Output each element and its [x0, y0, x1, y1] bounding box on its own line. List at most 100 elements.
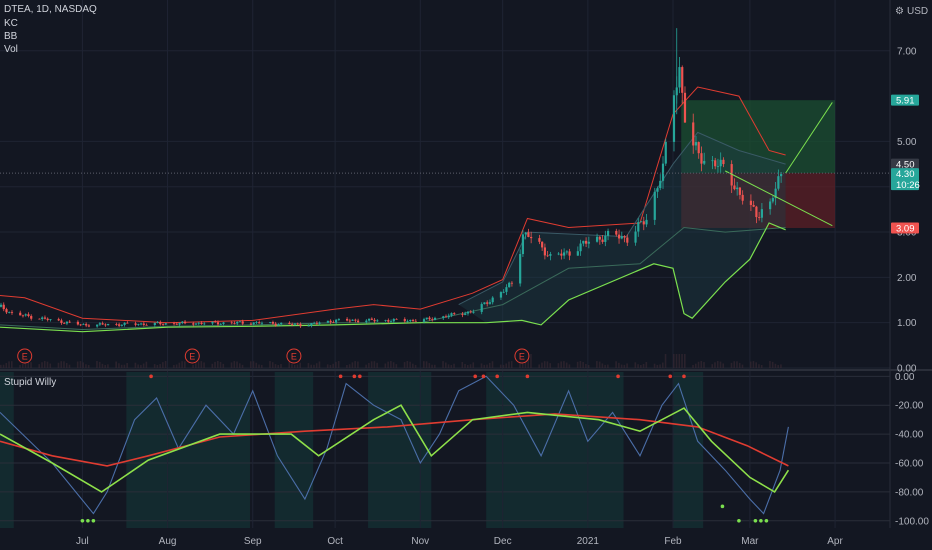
candle — [0, 304, 3, 307]
candle — [65, 321, 69, 324]
candle — [560, 253, 563, 256]
volume-bar — [260, 364, 263, 368]
candle — [411, 319, 415, 321]
candle — [576, 251, 579, 256]
volume-bar — [335, 361, 337, 368]
volume-bar — [57, 362, 60, 368]
candle — [565, 251, 568, 253]
candle — [123, 322, 126, 325]
volume-bar — [60, 361, 63, 368]
volume-bar — [774, 363, 777, 368]
candle — [499, 292, 503, 298]
bollinger-lower-line — [0, 222, 786, 333]
oversold-dot — [753, 518, 758, 523]
volume-bar — [24, 361, 27, 368]
oversold-dot — [720, 504, 725, 509]
volume-bar — [714, 362, 716, 368]
volume-bar — [354, 361, 356, 368]
candle — [617, 234, 621, 239]
volume-bar — [76, 361, 79, 368]
candle — [642, 221, 645, 225]
candle — [318, 322, 321, 324]
candle — [326, 320, 329, 323]
volume-bar — [541, 362, 543, 368]
volume-bar — [447, 364, 450, 368]
volume-bar — [357, 361, 359, 368]
volume-bar — [96, 361, 98, 368]
candle — [615, 230, 618, 235]
volume-bar — [755, 362, 758, 368]
candle — [601, 239, 604, 242]
candle — [409, 319, 412, 322]
volume-bar — [472, 362, 475, 368]
candle — [19, 312, 22, 316]
volume-bar — [678, 354, 681, 368]
candle — [505, 287, 508, 292]
candle — [192, 323, 195, 325]
candle — [486, 302, 489, 304]
candle — [233, 323, 236, 324]
volume-bar — [730, 362, 733, 368]
candle — [568, 251, 571, 256]
settings-icon[interactable]: ⚙ — [895, 6, 904, 17]
volume-bar — [376, 362, 378, 368]
oversold-dot — [737, 518, 741, 523]
volume-bar — [453, 363, 455, 368]
volume-bar — [82, 362, 85, 368]
volume-bar — [192, 364, 194, 368]
willy-slow-line — [0, 413, 789, 467]
volume-bar — [557, 363, 560, 368]
candle — [453, 313, 456, 315]
candle — [153, 322, 156, 326]
volume-bar — [296, 364, 299, 368]
volume-bar — [659, 364, 661, 368]
price-tick-label: 1.00 — [897, 318, 917, 329]
candle — [313, 322, 316, 324]
indicator-bb[interactable]: BB — [4, 31, 18, 42]
candle — [126, 322, 129, 324]
volume-bar — [326, 364, 329, 368]
candle — [722, 159, 725, 165]
candle — [538, 238, 541, 242]
volume-bar — [675, 354, 678, 368]
candle — [620, 236, 623, 239]
volume-bar — [623, 364, 626, 368]
volume-bar — [214, 361, 216, 368]
candle — [716, 166, 720, 168]
symbol-title[interactable]: DTEA, 1D, NASDAQ — [4, 4, 97, 15]
willy-fast-line — [0, 404, 790, 493]
indicator-vol[interactable]: Vol — [4, 44, 18, 55]
volume-bar — [777, 364, 779, 368]
volume-bar — [181, 361, 183, 368]
volume-bar — [428, 363, 431, 368]
candle — [367, 318, 371, 321]
volume-bar — [716, 361, 719, 368]
price-tag-text: 4.50 — [896, 160, 915, 171]
volume-bar — [137, 364, 139, 368]
candle — [164, 323, 167, 325]
candle — [711, 160, 714, 162]
candle — [49, 319, 52, 320]
volume-bar — [653, 363, 656, 368]
indicator-kc[interactable]: KC — [4, 18, 18, 29]
volume-bar — [21, 363, 24, 368]
candle — [527, 232, 530, 237]
candle — [219, 323, 222, 325]
oscillator-tick-label: 0.00 — [895, 372, 915, 383]
volume-bar — [546, 361, 549, 368]
candle — [714, 160, 717, 167]
volume-bar — [332, 363, 334, 368]
oscillator-zone — [126, 372, 250, 528]
candle — [700, 153, 703, 164]
candle — [258, 322, 261, 324]
candle — [752, 204, 755, 207]
candle — [348, 320, 351, 322]
volume-bar — [450, 364, 453, 368]
volume-bar — [153, 364, 156, 368]
volume-bar — [370, 361, 373, 368]
oscillator-title[interactable]: Stupid Willy — [4, 377, 57, 388]
volume-bar — [760, 364, 763, 368]
volume-bar — [681, 354, 683, 368]
currency-label[interactable]: ⚙ USD — [895, 6, 928, 18]
